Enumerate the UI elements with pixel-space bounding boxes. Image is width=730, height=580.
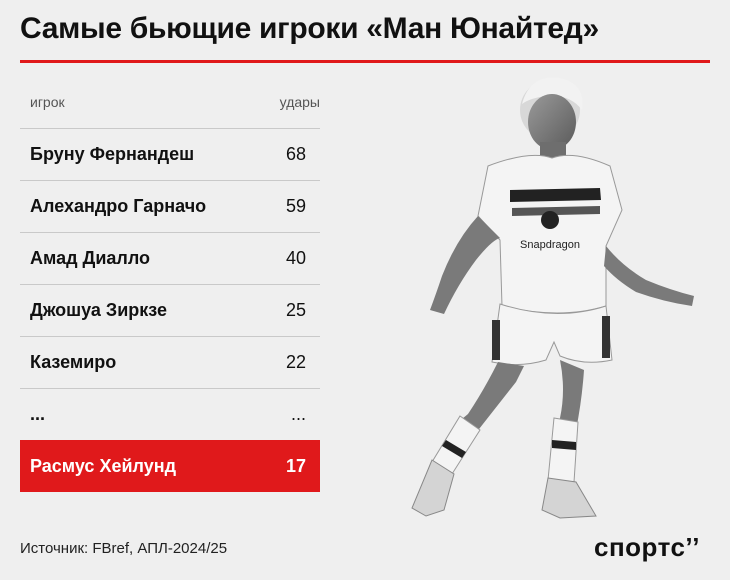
- player-name: Алехандро Гарначо: [30, 196, 207, 216]
- source-note: Источник: FBref, АПЛ-2024/25: [20, 540, 228, 557]
- chart-title: Самые бьющие игроки «Ман Юнайтед»: [20, 12, 599, 45]
- player-name: Амад Диалло: [30, 248, 151, 268]
- table-row: Джошуа Зиркзе 25: [20, 284, 320, 336]
- table-header: игрок удары: [20, 84, 320, 128]
- shots-value: 17: [285, 456, 306, 476]
- header-shots: удары: [279, 94, 320, 110]
- sponsor-text: Snapdragon: [520, 239, 580, 251]
- shots-value: 22: [285, 352, 306, 372]
- table-row: Алехандро Гарначо 59: [20, 180, 320, 232]
- table-row: Бруну Фернандеш 68: [20, 128, 320, 180]
- shots-value: 40: [285, 248, 306, 268]
- header-player: игрок: [30, 94, 65, 110]
- sports-ru-logo: спортс’’: [594, 532, 700, 562]
- shots-table: игрок удары Бруну Фернандеш 68 Алехандро…: [20, 84, 320, 492]
- player-name: Бруну Фернандеш: [30, 144, 195, 164]
- table-row-highlighted: Расмус Хейлунд 17: [20, 440, 320, 492]
- shots-value: ...: [290, 404, 306, 424]
- shots-value: 68: [285, 144, 306, 164]
- title-rule: [20, 60, 710, 63]
- table-row: ... ...: [20, 388, 320, 440]
- shots-value: 25: [285, 300, 306, 320]
- player-photo: Snapdragon: [411, 77, 694, 519]
- table-row: Амад Диалло 40: [20, 232, 320, 284]
- shots-value: 59: [285, 196, 306, 216]
- table-row: Каземиро 22: [20, 336, 320, 388]
- player-name: Расмус Хейлунд: [30, 456, 177, 476]
- player-name: Джошуа Зиркзе: [30, 300, 167, 320]
- player-name: Каземиро: [30, 352, 117, 372]
- player-name: ...: [30, 404, 46, 424]
